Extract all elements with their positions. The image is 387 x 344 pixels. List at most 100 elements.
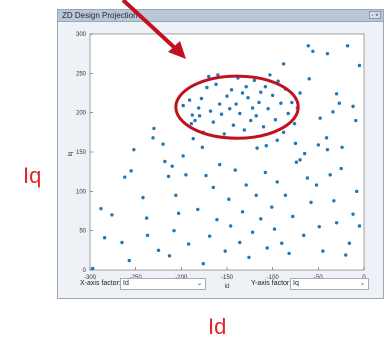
data-point	[207, 74, 211, 79]
data-point	[217, 102, 222, 106]
data-point	[286, 111, 290, 116]
data-point	[211, 120, 215, 124]
data-point	[167, 254, 172, 258]
x-axis-factor-select[interactable]: Id ⌄	[120, 278, 206, 290]
data-point	[298, 158, 302, 162]
data-point	[344, 253, 348, 257]
data-point	[332, 199, 336, 203]
data-point	[317, 225, 321, 229]
data-point	[263, 85, 268, 89]
data-point	[225, 94, 229, 98]
data-point	[268, 73, 272, 77]
data-point	[208, 109, 213, 113]
data-point	[275, 138, 279, 142]
data-point	[238, 240, 242, 245]
data-point	[257, 100, 261, 105]
data-point	[316, 143, 321, 147]
data-point	[265, 246, 269, 250]
data-point	[181, 103, 185, 108]
data-point	[290, 100, 294, 105]
data-point	[234, 102, 238, 106]
data-point	[240, 210, 245, 214]
data-point	[211, 185, 215, 190]
data-point	[264, 144, 268, 148]
y-tick-label: 300	[76, 32, 87, 38]
data-point	[259, 217, 263, 221]
x-tick-label: -150	[221, 275, 234, 281]
data-point	[279, 101, 283, 105]
data-point	[276, 79, 280, 83]
data-point	[337, 101, 342, 105]
x-tick-label: -300	[84, 275, 97, 281]
data-point	[120, 240, 124, 245]
data-point	[181, 154, 185, 158]
data-point	[255, 146, 259, 150]
data-point	[189, 121, 194, 126]
data-point	[199, 96, 204, 101]
data-point	[161, 142, 165, 146]
data-point	[145, 233, 150, 238]
data-point	[223, 249, 227, 253]
data-point	[123, 175, 127, 179]
x-axis-label: Id	[224, 284, 229, 290]
data-point	[227, 197, 231, 201]
data-point	[270, 93, 275, 98]
data-point	[132, 147, 136, 152]
data-point	[197, 114, 202, 118]
data-point	[244, 183, 248, 187]
data-point	[298, 91, 302, 95]
y-axis-factor-select[interactable]: Iq ⌄	[290, 278, 369, 290]
data-point	[280, 241, 284, 245]
data-point	[174, 193, 178, 197]
data-point	[354, 118, 358, 123]
data-point	[228, 224, 233, 228]
data-point	[302, 233, 306, 238]
data-point	[172, 228, 176, 233]
data-point	[196, 207, 200, 212]
data-point	[193, 118, 197, 123]
data-point	[250, 106, 255, 110]
y-tick-label: 250	[76, 71, 87, 77]
data-point	[217, 162, 222, 167]
data-point	[324, 136, 329, 140]
data-point	[186, 242, 191, 246]
data-point	[340, 145, 344, 149]
data-point	[242, 128, 247, 132]
data-point	[305, 176, 310, 180]
data-point	[176, 211, 181, 216]
data-point	[283, 193, 288, 197]
data-point	[325, 51, 330, 56]
data-point	[229, 88, 234, 92]
x-tick-label: -100	[267, 275, 280, 281]
data-point	[272, 227, 277, 231]
data-point	[314, 183, 319, 187]
data-point	[273, 118, 278, 122]
data-point	[204, 173, 208, 178]
data-point	[247, 255, 251, 260]
window-controls-icon[interactable]: ▫ ×	[369, 11, 381, 19]
data-point	[156, 248, 161, 253]
y-tick-label: 150	[76, 150, 87, 156]
data-point	[102, 236, 107, 240]
data-point	[339, 166, 343, 171]
data-point	[263, 170, 268, 175]
data-point	[207, 234, 212, 238]
data-point	[187, 98, 192, 102]
plot-frame	[89, 33, 365, 271]
y-tick-label: 200	[76, 111, 87, 117]
data-point	[259, 90, 263, 94]
data-point	[270, 205, 274, 209]
chevron-down-icon[interactable]: ⌄	[196, 280, 203, 287]
chevron-down-icon[interactable]: ⌄	[359, 280, 366, 287]
data-point	[334, 221, 339, 225]
data-point	[307, 77, 311, 81]
data-point	[233, 168, 237, 172]
data-point	[214, 82, 218, 87]
data-point	[91, 266, 95, 271]
data-point	[321, 249, 325, 253]
data-point	[347, 241, 352, 245]
data-point	[292, 121, 297, 126]
data-point	[291, 214, 295, 219]
data-point	[144, 216, 149, 220]
data-point	[190, 113, 194, 117]
